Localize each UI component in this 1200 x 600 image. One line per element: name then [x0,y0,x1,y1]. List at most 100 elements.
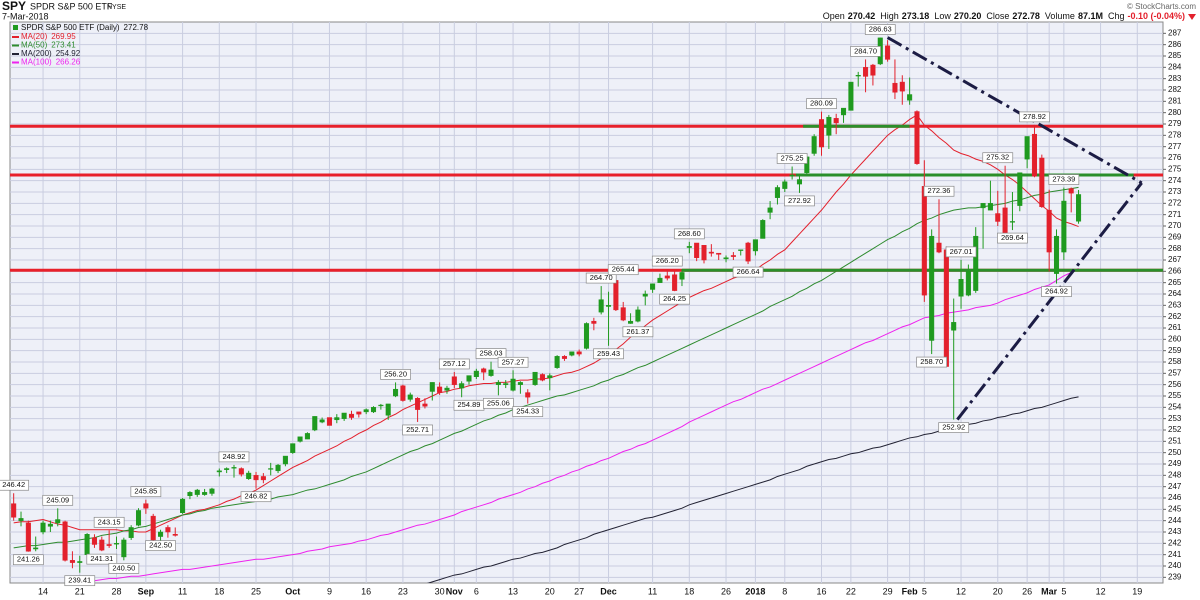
candle-body [282,455,288,465]
candle-body [348,413,355,418]
x-tick-label: 28 [111,586,121,596]
candle-body [297,436,303,442]
candle-body [914,111,920,164]
price-label-box [659,293,690,305]
x-tick-label: 29 [883,586,893,596]
y-tick-label: 269 [1168,232,1182,241]
candle-body [165,527,171,533]
x-tick-label: 25 [251,586,261,596]
y-tick-label: 239 [1168,572,1182,581]
candle-body [943,249,949,367]
price-label: 264.25 [663,294,686,303]
price-label-box [776,153,808,164]
plot-area [9,21,1164,584]
candle-body [525,392,531,398]
x-tick-label: 9 [327,586,332,596]
candle-body [686,246,692,248]
quote-value: 273.18 [902,11,930,21]
legend-label: MA(200) [21,49,52,58]
candle-body [437,386,443,393]
candle-body [106,544,112,546]
candle-body [885,45,891,60]
candle-body [444,387,450,391]
x-tick-label: 16 [816,586,826,596]
legend: SPDR S&P 500 ETF (Daily) 272.78 MA(20) 269.… [12,23,149,67]
candle-body [679,272,685,280]
candle-body [708,251,714,254]
candle-body [598,299,604,313]
price-label-box [945,246,977,258]
price-label: 272.92 [788,196,811,205]
legend-value: 273.41 [51,41,76,50]
price-label: 242.50 [149,541,172,550]
x-tick-label: 5 [1061,586,1066,596]
price-label-box [916,356,948,368]
candle-body [224,468,230,470]
y-tick-label: 256 [1168,380,1182,389]
candle-body [363,409,369,413]
candle-body [473,370,479,377]
candle-body [55,519,61,524]
x-tick-label: 20 [993,586,1003,596]
y-tick-label: 267 [1168,255,1182,264]
y-tick-label: 283 [1168,74,1182,83]
price-label-box [93,516,125,528]
price-label-box [938,422,970,433]
y-tick-label: 270 [1168,221,1182,230]
candle-body [613,280,619,311]
candle-body [1046,209,1052,253]
price-label-box [380,369,411,380]
symbol: SPY [2,0,26,13]
candle-body [760,220,766,239]
candle-body [539,374,545,381]
y-tick-label: 249 [1168,459,1182,468]
x-tick-label: Feb [902,586,919,596]
candle-body [576,351,582,355]
candle-body [1061,200,1067,253]
x-tick-label: 26 [1022,586,1032,596]
candle-body [393,388,399,397]
legend-value: 269.95 [51,32,76,41]
quote-line: Open 270.42 High 273.18 Low 270.20 Close 272.78… [823,11,1185,21]
y-tick-label: 276 [1168,153,1182,162]
y-tick-label: 262 [1168,312,1182,321]
price-label: 252.92 [942,423,965,432]
price-label: 267.01 [950,247,973,256]
x-tick-label: Oct [285,586,300,596]
price-label-box [593,348,624,360]
candle-body [422,403,428,407]
x-tick-label: Sep [138,586,155,596]
y-tick-label: 241 [1168,550,1182,559]
price-label: 278.92 [1023,112,1046,121]
y-tick-label: 246 [1168,493,1182,502]
price-label-box [651,255,683,267]
candle-body [642,293,648,297]
x-tick-label: 12 [956,586,966,596]
legend-value: 272.78 [124,23,149,32]
candle-body [863,67,869,77]
candle-body [275,464,281,472]
candle-body [1009,221,1015,223]
x-tick-label: 6 [474,586,479,596]
quote-name: Chg [1108,11,1125,21]
candle-body [290,443,296,453]
trendline [956,182,1143,421]
y-tick-label: 277 [1168,142,1182,151]
candle-body [657,277,663,283]
x-tick-label: Nov [446,586,463,596]
candle-body [554,356,560,368]
y-tick-label: 268 [1168,244,1182,253]
x-tick-label: 11 [648,586,657,596]
candle-body [929,235,935,341]
candle-body [672,274,678,291]
candle-body [921,186,927,296]
candle-body [91,537,97,545]
candle-body [547,375,553,379]
candle-body [907,94,913,101]
y-tick-label: 259 [1168,346,1182,355]
price-label-box [64,575,96,587]
price-label-box [108,562,140,574]
candle-body [113,543,120,545]
y-tick-label: 274 [1168,176,1182,185]
candle-body [400,385,406,401]
